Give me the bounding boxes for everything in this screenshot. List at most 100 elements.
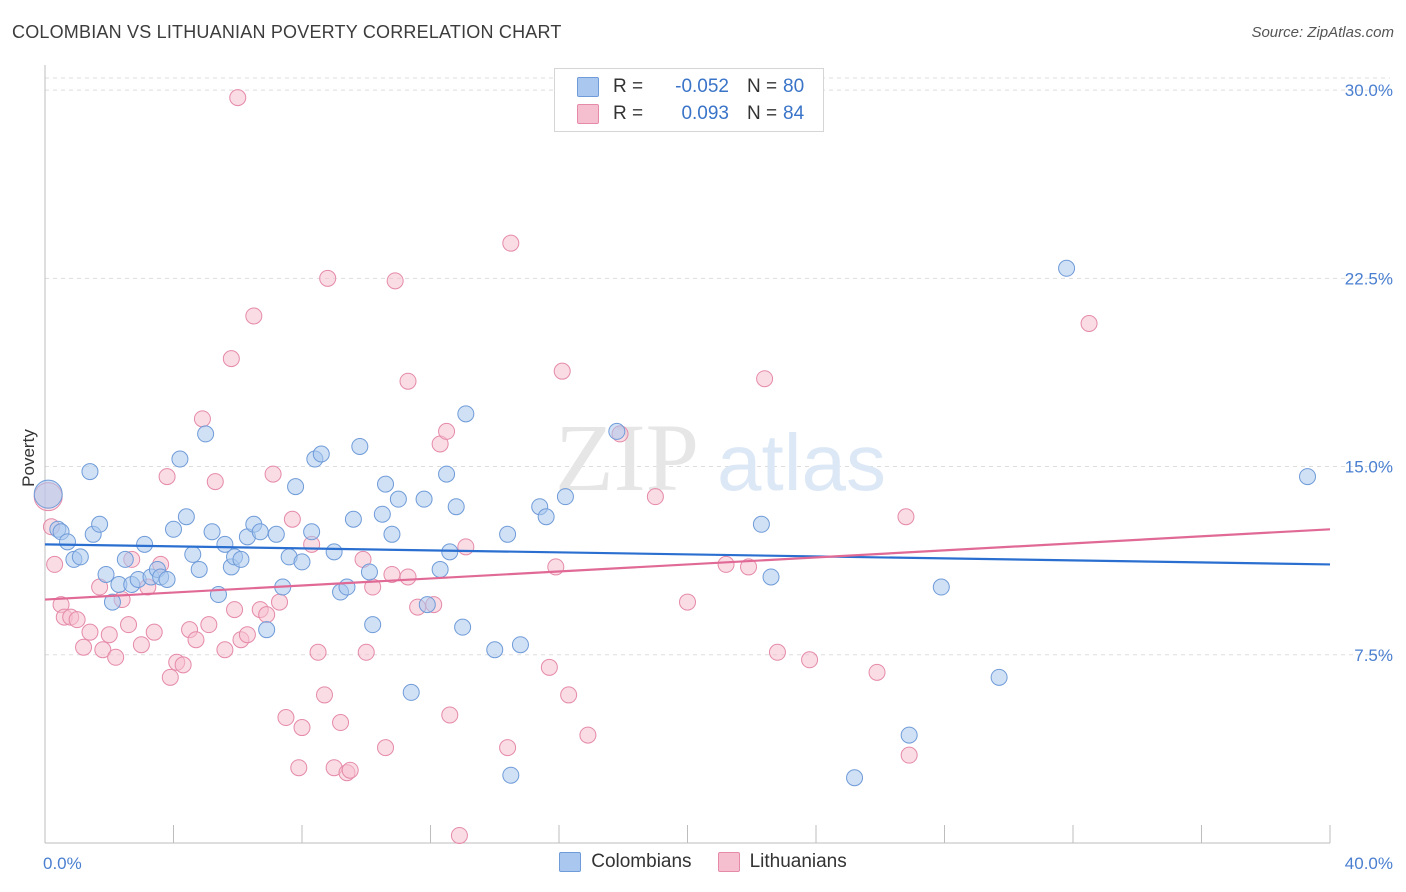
trend-layer [44, 528, 1331, 601]
colombian-point [418, 596, 436, 614]
legend-r-label: R = [613, 103, 644, 124]
lithuanian-point [271, 593, 289, 611]
colombian-point [116, 550, 134, 568]
colombian-point [608, 422, 626, 440]
lithuanian-point [120, 616, 138, 634]
legend-n-label: N = [747, 76, 778, 97]
lithuanian-point [94, 641, 112, 659]
lithuanian-point [315, 686, 333, 704]
grid-layer [45, 77, 1390, 656]
lithuanian-point [193, 410, 211, 428]
lithuanian-point [1080, 314, 1098, 332]
watermark-atlas: atlas [717, 418, 886, 507]
colombian-point [360, 563, 378, 581]
lithuanian-point [341, 761, 359, 779]
colombian-point [312, 445, 330, 463]
colombian-point [97, 565, 115, 583]
lithuanian-point [399, 372, 417, 390]
colombian-point [537, 508, 555, 526]
lithuanian-point [399, 568, 417, 586]
colombian-point [338, 578, 356, 596]
lithuanian-point [900, 746, 918, 764]
colombian-point [267, 525, 285, 543]
lithuanian-point [646, 488, 664, 506]
colombian-point [58, 533, 76, 551]
colombian-point [415, 490, 433, 508]
colombian-point [932, 578, 950, 596]
bottom-legend-lithuanians: Lithuanians [717, 851, 847, 873]
legend-r-value: -0.052 [675, 76, 729, 97]
lithuanian-point [740, 558, 758, 576]
lithuanian-point [756, 370, 774, 388]
lithuanian-point [187, 631, 205, 649]
colombian-point [1058, 259, 1076, 277]
lithuanian-point [540, 658, 558, 676]
lithuanian-point [768, 643, 786, 661]
colombian-point [438, 465, 456, 483]
colombian-point [303, 523, 321, 541]
colombian-point [103, 593, 121, 611]
lithuanian-point [258, 606, 276, 624]
colombian-point [441, 543, 459, 561]
lithuanian-point [309, 643, 327, 661]
lithuanian-point [502, 234, 520, 252]
lithuanian-point [868, 663, 886, 681]
colombian-point [232, 550, 250, 568]
colombian-point [81, 463, 99, 481]
lithuanian-point [107, 648, 125, 666]
lithuanian-point [579, 726, 597, 744]
y-tick-label: 30.0% [1345, 81, 1393, 100]
bottom-legend-swatch-pink [717, 852, 740, 872]
legend-r-label: R = [613, 76, 644, 97]
colombian-point [383, 525, 401, 543]
y-tick-label: 7.5% [1354, 646, 1393, 665]
lithuanian-point [68, 611, 86, 629]
lithuanian-point [499, 739, 517, 757]
colombian-point [184, 545, 202, 563]
y-axis-label: Poverty [19, 429, 38, 487]
colombian-point [377, 475, 395, 493]
colombian-point [1299, 468, 1317, 486]
colombian-point [91, 515, 109, 533]
bottom-legend-colombians: Colombians [559, 851, 692, 873]
lithuanian-point [457, 538, 475, 556]
colombian-point [389, 490, 407, 508]
colombian-point [511, 636, 529, 654]
bottom-legend-label: Colombians [591, 851, 692, 872]
axis-layer: 7.5% 15.0% 22.5% 30.0% 0.0% 40.0% [43, 65, 1393, 873]
colombian-point [990, 668, 1008, 686]
bottom-legend-label: Lithuanians [749, 851, 847, 872]
lithuanian-point [377, 739, 395, 757]
lithuanian-point [200, 616, 218, 634]
lithuanians-trend-line [44, 528, 1331, 601]
lithuanian-point [293, 719, 311, 737]
lithuanian-point [238, 626, 256, 644]
colombian-point [203, 523, 221, 541]
lithuanian-point [441, 706, 459, 724]
legend: R = -0.052 N = 80 R = 0.093 N = 84 [554, 68, 824, 132]
colombian-point [190, 560, 208, 578]
colombians-trend-line [44, 543, 1331, 566]
lithuanian-point [679, 593, 696, 611]
lithuanian-point [277, 709, 295, 727]
bottom-legend-swatch-blue [559, 852, 582, 872]
colombian-point [325, 543, 343, 561]
legend-swatch-blue [577, 77, 599, 97]
colombian-point [251, 523, 269, 541]
lithuanian-point [81, 623, 99, 641]
watermark-zip: ZIP [555, 404, 699, 511]
colombian-point [556, 488, 574, 506]
colombian-point [177, 508, 195, 526]
lithuanian-point [801, 651, 819, 669]
legend-n-value: 84 [783, 103, 805, 124]
colombian-point [293, 553, 311, 571]
lithuanian-point [206, 473, 224, 491]
lithuanian-point [264, 465, 282, 483]
colombian-point [287, 478, 305, 496]
colombian-point [454, 618, 472, 636]
lithuanian-point [158, 468, 176, 486]
lithuanian-point [132, 636, 150, 654]
legend-swatch-pink [577, 104, 599, 124]
x-tick-label: 0.0% [43, 854, 82, 873]
